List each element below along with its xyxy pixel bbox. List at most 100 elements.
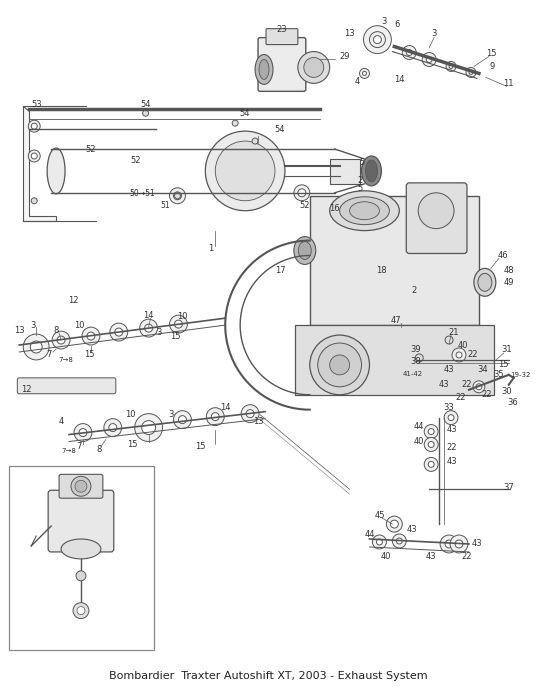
Ellipse shape [350,202,380,220]
Circle shape [424,425,438,439]
Circle shape [215,141,275,201]
Circle shape [428,429,434,434]
Circle shape [373,535,387,549]
Text: 13: 13 [14,325,25,334]
Circle shape [34,529,38,533]
Circle shape [73,603,89,619]
Circle shape [426,56,432,63]
Circle shape [24,336,42,354]
Text: 27: 27 [99,624,110,633]
Text: 34: 34 [477,366,488,375]
Ellipse shape [478,273,492,291]
Text: 44: 44 [414,422,424,431]
Text: 15: 15 [127,440,138,449]
Circle shape [445,540,453,548]
Text: 8: 8 [96,445,101,454]
Circle shape [173,192,182,199]
Text: 13: 13 [344,29,355,38]
Text: 12: 12 [21,385,32,394]
Text: 29: 29 [339,52,350,61]
Text: 22: 22 [27,576,38,585]
Circle shape [298,189,306,197]
Circle shape [362,72,366,76]
Text: 21: 21 [31,553,42,562]
Ellipse shape [61,539,101,559]
Text: 1: 1 [208,244,213,253]
Circle shape [396,538,402,544]
Circle shape [422,53,436,67]
FancyBboxPatch shape [407,183,467,254]
Text: 44: 44 [364,530,375,539]
Text: 10: 10 [74,320,84,329]
Circle shape [175,193,180,199]
Circle shape [476,384,482,390]
FancyBboxPatch shape [258,38,306,91]
Circle shape [142,420,156,434]
Text: 3: 3 [156,327,161,336]
FancyBboxPatch shape [266,28,298,44]
Text: 43: 43 [447,457,458,466]
Text: 15: 15 [487,49,497,58]
Circle shape [371,33,384,47]
Circle shape [246,409,254,418]
Text: 7→8: 7→8 [59,357,74,363]
Circle shape [28,120,40,132]
Text: Bombardier  Traxter Autoshift XT, 2003 - Exhaust System: Bombardier Traxter Autoshift XT, 2003 - … [109,671,428,681]
Circle shape [140,319,157,337]
Circle shape [298,51,330,83]
Circle shape [206,408,224,425]
Circle shape [71,476,91,496]
FancyBboxPatch shape [59,475,103,498]
Text: 50→51: 50→51 [130,189,156,198]
Ellipse shape [294,236,316,264]
Circle shape [232,120,238,126]
Circle shape [30,341,42,353]
Text: 7→8: 7→8 [62,448,76,455]
Circle shape [428,461,434,467]
Circle shape [449,65,453,68]
Text: 31: 31 [502,345,512,354]
Text: 2: 2 [357,177,362,186]
Text: 15: 15 [498,361,509,370]
Circle shape [444,411,458,425]
Text: 22: 22 [462,553,472,562]
Text: 43: 43 [407,525,418,534]
Circle shape [446,61,456,72]
Text: 23: 23 [277,25,287,34]
Polygon shape [23,106,56,220]
Circle shape [418,193,454,229]
Text: 2: 2 [412,286,417,295]
Circle shape [424,438,438,452]
Circle shape [77,607,85,614]
Text: 7: 7 [76,442,82,451]
Circle shape [428,441,434,448]
Circle shape [28,150,40,162]
Circle shape [241,404,259,423]
Text: 37: 37 [503,483,514,492]
Circle shape [360,68,369,79]
Text: 3: 3 [168,410,173,419]
Text: 40: 40 [458,341,468,350]
Text: 6: 6 [395,20,400,29]
Text: 15: 15 [84,350,94,359]
Circle shape [74,424,92,441]
Circle shape [407,49,412,56]
Text: 20: 20 [99,587,110,595]
Circle shape [178,416,186,424]
Circle shape [448,415,454,420]
Text: 17: 17 [274,266,285,275]
Ellipse shape [330,191,400,231]
Bar [9,466,154,651]
Circle shape [144,324,153,332]
Ellipse shape [259,60,269,79]
Text: 36: 36 [507,398,518,407]
Text: 10: 10 [177,311,188,320]
Ellipse shape [339,197,389,224]
Ellipse shape [47,148,65,194]
Text: 47: 47 [391,316,402,325]
Circle shape [402,46,416,60]
Text: 15: 15 [170,332,181,341]
Text: 43: 43 [426,553,437,562]
Text: 52: 52 [86,145,96,154]
Text: 16: 16 [329,204,340,213]
